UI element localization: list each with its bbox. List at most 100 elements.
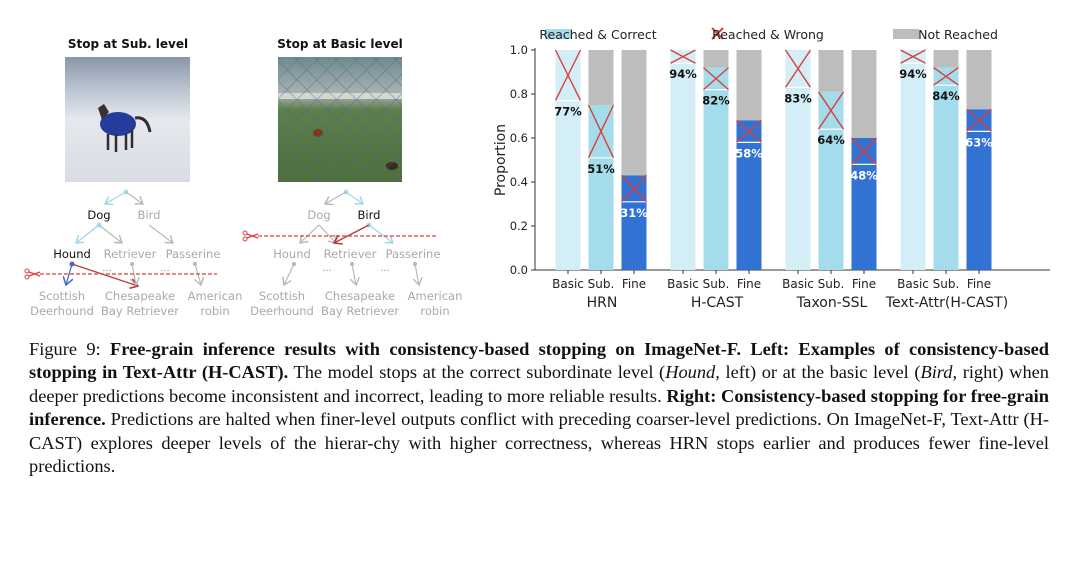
wrong-x-mark (620, 174, 648, 203)
tree-label-level1: Dog (307, 208, 330, 222)
caption-bold-2: Right: Consistency-based stopping for fr… (29, 385, 1049, 430)
dog-photo (65, 57, 190, 182)
bar-not-reached (736, 50, 762, 121)
wrong-prediction-arrow (71, 263, 138, 286)
figure: Stop at Sub. level Stop at Basic level D… (24, 27, 1050, 318)
bar-value-label: 51% (587, 162, 615, 176)
example-title-basic: Stop at Basic level (277, 37, 403, 51)
legend-swatch (545, 29, 571, 39)
bar-not-reached (933, 50, 959, 68)
tree-label-level2: Passerine (386, 247, 441, 261)
bar-reached-correct (851, 164, 877, 270)
bar-not-reached (966, 50, 992, 110)
legend-swatch (893, 29, 919, 39)
x-tick-label: Sub. (588, 277, 615, 291)
tree-label-level3: Chesapeake (325, 289, 395, 303)
tree-edge (76, 224, 100, 243)
tree-ellipsis: ... (380, 263, 390, 274)
tree-label-level3: Bay Retriever (101, 304, 179, 318)
scissors-handle (24, 268, 30, 274)
caption-bold-1: Free-grain inference results with consis… (29, 339, 1049, 383)
tree-edge (415, 263, 419, 285)
bar-reached-correct (588, 157, 614, 270)
x-tick-label: Fine (737, 277, 761, 291)
tree-label-level1: Dog (87, 208, 110, 222)
scissors-blades (28, 271, 41, 277)
group-label: Taxon-SSL (796, 295, 868, 311)
tree-edge (352, 263, 356, 285)
x-tick-label: Basic (897, 277, 929, 291)
wrong-x-mark (670, 49, 696, 64)
bar-reached-correct (818, 129, 844, 270)
caption-italic-hound: Hound (665, 362, 716, 383)
x-tick-label: Sub. (933, 277, 960, 291)
y-tick-label: 0.4 (510, 175, 528, 189)
bar-value-label: 94% (899, 67, 927, 81)
tree-label-level3: Chesapeake (105, 289, 175, 303)
wrong-x-mark (784, 49, 812, 88)
tree-label-level3: Scottish (259, 289, 305, 303)
tree-ellipsis: ... (160, 263, 170, 274)
x-tick-label: Sub. (703, 277, 730, 291)
x-tick-label: Basic (667, 277, 699, 291)
bar-reached-correct (785, 87, 811, 271)
caption-text-1: The model stops at the correct subordina… (288, 362, 666, 383)
tree-label-level3: Scottish (39, 289, 85, 303)
x-tick-label: Fine (622, 277, 646, 291)
scissors-blades (246, 233, 259, 239)
tree-label-level2: Passerine (166, 247, 221, 261)
wrong-x-mark (554, 49, 582, 101)
group-label: Text-Attr(H-CAST) (885, 295, 1008, 311)
bird-photo (278, 57, 402, 182)
tree-edge (325, 191, 347, 204)
tree-label-level2: Retriever (324, 247, 377, 261)
y-axis-label: Proportion (493, 124, 509, 196)
tree-label-level3: American (408, 289, 463, 303)
x-tick-label: Basic (782, 277, 814, 291)
bar-not-reached (621, 50, 647, 176)
y-tick-label: 0.2 (510, 219, 528, 233)
bar-value-label: 64% (817, 133, 845, 147)
bar-value-label: 63% (965, 135, 993, 149)
x-tick-label: Fine (852, 277, 876, 291)
bar-reached-correct (736, 142, 762, 270)
tree-edge (66, 263, 72, 285)
bar-value-label: 84% (932, 89, 960, 103)
tree-edge (345, 191, 363, 204)
example-title-sub: Stop at Sub. level (68, 37, 188, 51)
bar-reached-correct (670, 63, 696, 271)
tree-label-level2: Hound (53, 247, 91, 261)
caption-text-3: , right) when deeper predictions become … (29, 362, 1049, 406)
wrong-x-mark (587, 104, 615, 159)
tree-label-level3: Deerhound (250, 304, 314, 318)
group-label: H-CAST (691, 295, 744, 311)
wrong-x-mark (966, 108, 992, 132)
bar-reached-correct (555, 100, 581, 270)
bar-not-reached (818, 50, 844, 92)
bar-value-label: 83% (784, 91, 812, 105)
tree-ellipsis: ... (322, 263, 332, 274)
tree-label-level3: Bay Retriever (321, 304, 399, 318)
bar-value-label: 48% (850, 168, 878, 182)
tree-edge (284, 263, 295, 285)
wrong-x-mark (900, 49, 926, 64)
bar-not-reached (588, 50, 614, 105)
tree-label-level3: robin (420, 304, 449, 318)
tree-label-level2: Hound (273, 247, 311, 261)
tree-label-level3: American (188, 289, 243, 303)
bar-value-label: 58% (735, 146, 763, 160)
bar-value-label: 77% (554, 105, 582, 119)
caption-text-4: Predictions are halted when finer-level … (29, 409, 1049, 477)
bar-value-label: 31% (620, 206, 648, 220)
wrong-x-mark (933, 67, 959, 86)
tree-edge (98, 224, 122, 243)
x-tick-label: Sub. (818, 277, 845, 291)
caption-italic-bird: Bird (920, 362, 953, 383)
tree-ellipsis: ... (102, 263, 112, 274)
tree-label-level2: Retriever (104, 247, 157, 261)
x-tick-label: Basic (552, 277, 584, 291)
caption-label: Figure 9: (29, 339, 101, 359)
y-tick-label: 1.0 (510, 43, 528, 57)
y-tick-label: 0.6 (510, 131, 528, 145)
bar-reached-correct (933, 85, 959, 270)
